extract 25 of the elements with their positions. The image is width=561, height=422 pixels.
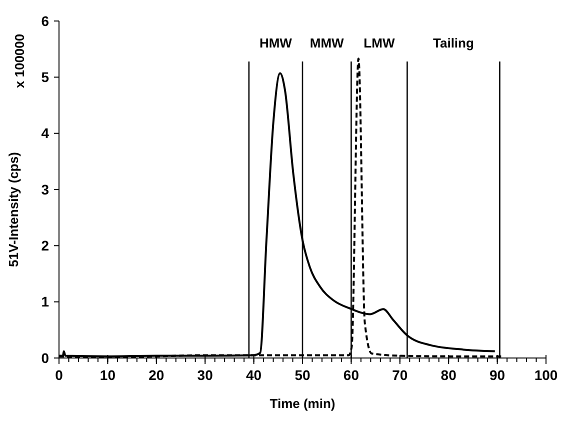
x-tick-label: 90 [490, 367, 506, 383]
annotation: LMW [364, 35, 396, 50]
annotation: MMW [310, 35, 345, 50]
x-tick-label: 60 [343, 367, 360, 383]
x-tick-label: 10 [100, 367, 116, 383]
y-tick-label: 4 [41, 125, 50, 142]
annotation: Tailing [433, 35, 474, 50]
y-tick-label: 6 [41, 12, 50, 29]
y-axis-title: 51V-Intensity (cps) [6, 152, 21, 267]
y-tick-label: 3 [41, 181, 50, 198]
x-tick-label: 20 [148, 367, 164, 383]
x-tick-label: 40 [246, 367, 262, 383]
x-tick-label: 50 [294, 367, 310, 383]
x-axis-title: Time (min) [270, 396, 336, 411]
annotation: HMW [259, 35, 293, 50]
y-tick-label: 0 [41, 350, 50, 366]
y-tick-label: 2 [41, 238, 50, 254]
x-tick-label: 100 [534, 367, 558, 383]
x-tick-label: 0 [55, 367, 64, 383]
y-tick-label: 5 [41, 69, 50, 86]
y-tick-label: 1 [41, 294, 50, 310]
x-tick-label: 70 [392, 367, 408, 383]
text: x 100000 [12, 34, 27, 88]
x-tick-label: 80 [440, 367, 457, 383]
x-tick-label: 30 [197, 367, 214, 383]
